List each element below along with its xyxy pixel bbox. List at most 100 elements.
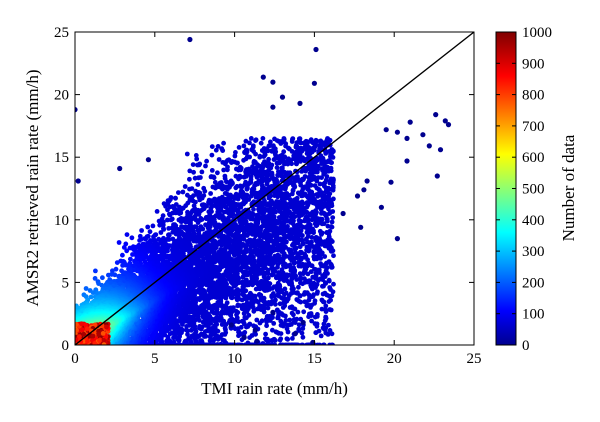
density-point	[322, 142, 328, 148]
density-point	[265, 305, 271, 311]
density-point	[299, 342, 305, 345]
density-point	[313, 235, 319, 240]
density-point	[274, 160, 280, 166]
density-point	[199, 169, 205, 175]
density-point	[329, 219, 335, 225]
density-point	[156, 218, 162, 224]
density-point	[300, 326, 306, 331]
density-point	[233, 173, 239, 179]
density-point	[257, 320, 263, 326]
density-point	[298, 280, 303, 286]
density-point	[154, 209, 160, 214]
density-point	[296, 326, 302, 332]
density-point	[296, 322, 302, 328]
density-point	[236, 145, 242, 150]
density-point	[124, 232, 130, 238]
density-point	[313, 270, 319, 276]
density-point	[296, 284, 301, 290]
density-point	[269, 148, 274, 154]
density-point	[234, 166, 239, 172]
density-point	[150, 223, 156, 229]
density-point	[321, 342, 326, 345]
density-point	[310, 274, 316, 280]
density-point	[264, 181, 270, 187]
density-point	[331, 253, 336, 259]
density-point	[139, 228, 145, 233]
density-point	[221, 167, 227, 173]
density-point	[204, 158, 210, 164]
density-point	[182, 184, 188, 189]
density-point	[266, 195, 272, 201]
density-point	[250, 164, 255, 170]
density-point	[266, 156, 271, 162]
density-point	[293, 144, 299, 150]
density-point	[306, 175, 312, 180]
density-point	[320, 273, 325, 278]
density-point	[145, 224, 151, 230]
density-point	[323, 151, 329, 156]
density-point	[184, 324, 190, 329]
density-point	[304, 230, 310, 236]
density-point	[216, 157, 222, 162]
density-point	[116, 240, 122, 245]
density-point	[302, 145, 308, 151]
density-point	[304, 200, 310, 206]
density-point	[275, 172, 281, 178]
density-point	[319, 175, 324, 181]
density-point	[320, 291, 326, 297]
density-point	[129, 235, 135, 241]
density-point	[176, 190, 181, 196]
density-point	[185, 192, 190, 198]
density-point	[243, 138, 249, 144]
density-point	[319, 161, 324, 167]
density-point	[327, 285, 333, 290]
density-point	[176, 217, 182, 223]
density-point	[187, 186, 192, 192]
density-point	[215, 170, 220, 176]
density-point	[209, 168, 215, 173]
density-point	[328, 154, 333, 160]
density-point	[257, 154, 263, 160]
density-point	[283, 143, 288, 149]
density-point	[130, 252, 135, 257]
density-point	[158, 230, 164, 235]
density-point	[296, 259, 302, 265]
density-point	[173, 195, 178, 201]
density-point	[197, 197, 203, 203]
density-point	[274, 307, 280, 313]
density-point	[275, 315, 280, 321]
density-point	[304, 244, 310, 250]
density-point	[311, 254, 317, 260]
density-point	[253, 286, 259, 292]
density-point	[302, 299, 308, 305]
density-point	[165, 207, 170, 213]
density-point	[324, 230, 330, 235]
density-point	[271, 321, 277, 326]
density-point	[330, 187, 336, 193]
density-point	[299, 169, 305, 174]
density-point	[210, 184, 216, 190]
density-point	[241, 143, 247, 149]
density-point	[256, 206, 261, 212]
density-point	[308, 269, 314, 275]
density-point	[268, 139, 273, 145]
density-point	[296, 217, 302, 223]
density-point	[327, 342, 333, 345]
density-point	[298, 182, 304, 188]
density-point	[288, 214, 294, 220]
density-point	[277, 301, 283, 307]
density-point	[213, 147, 219, 153]
density-point	[321, 181, 326, 187]
density-point	[120, 263, 125, 268]
density-point	[330, 215, 336, 221]
density-point	[327, 328, 333, 333]
density-point	[269, 293, 275, 298]
density-point	[312, 221, 318, 227]
density-point	[251, 160, 257, 166]
density-point	[321, 321, 327, 327]
density-point	[312, 298, 318, 304]
density-point	[271, 157, 277, 163]
density-point	[312, 321, 318, 327]
density-point	[323, 314, 329, 320]
